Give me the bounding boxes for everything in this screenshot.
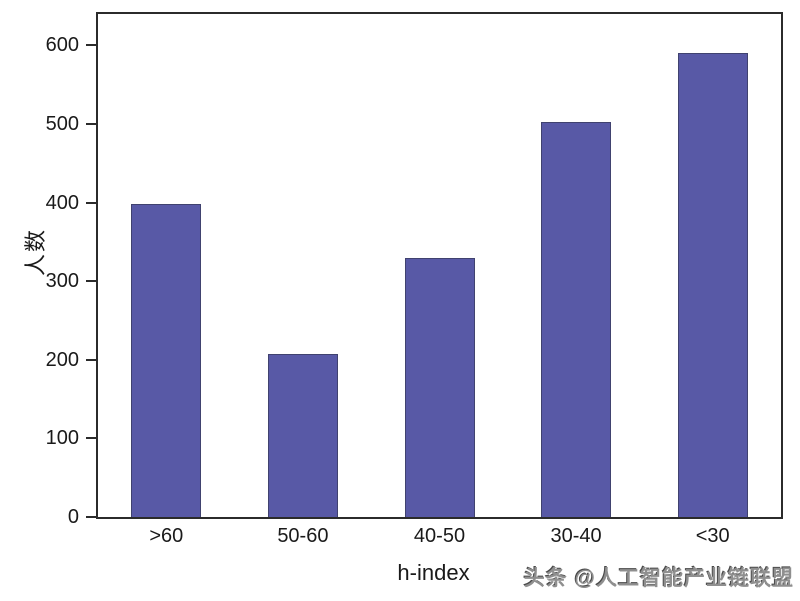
y-tick-label: 600 bbox=[45, 34, 79, 57]
y-tick-mark bbox=[86, 44, 96, 47]
y-tick-label: 500 bbox=[45, 113, 79, 136]
y-tick-mark bbox=[86, 358, 96, 361]
bar-<30 bbox=[677, 53, 748, 517]
y-tick-label: 200 bbox=[45, 348, 79, 371]
x-category-label: <30 bbox=[695, 525, 730, 547]
plot-area bbox=[96, 12, 783, 519]
x-axis-title: h-index bbox=[397, 560, 470, 585]
y-tick-mark bbox=[86, 123, 96, 126]
y-tick-mark bbox=[86, 437, 96, 440]
watermark: 头条 @人工智能产业链联盟 bbox=[523, 567, 794, 590]
y-tick-label: 400 bbox=[45, 191, 79, 214]
x-category-label: 40-50 bbox=[413, 525, 466, 547]
y-tick-label: 300 bbox=[45, 270, 79, 293]
y-tick-label: 0 bbox=[67, 506, 79, 528]
x-category-label: 50-60 bbox=[277, 525, 329, 547]
bar-50-60 bbox=[267, 354, 338, 517]
y-tick-mark bbox=[86, 201, 96, 204]
x-category-label: >60 bbox=[149, 525, 184, 547]
y-tick-label: 100 bbox=[45, 427, 79, 450]
y-tick-mark bbox=[86, 280, 96, 283]
bar-40-50 bbox=[404, 258, 475, 517]
bar-30-40 bbox=[541, 122, 612, 517]
bar->60 bbox=[131, 204, 202, 517]
y-tick-mark bbox=[86, 516, 96, 518]
x-category-label: 30-40 bbox=[550, 525, 602, 547]
